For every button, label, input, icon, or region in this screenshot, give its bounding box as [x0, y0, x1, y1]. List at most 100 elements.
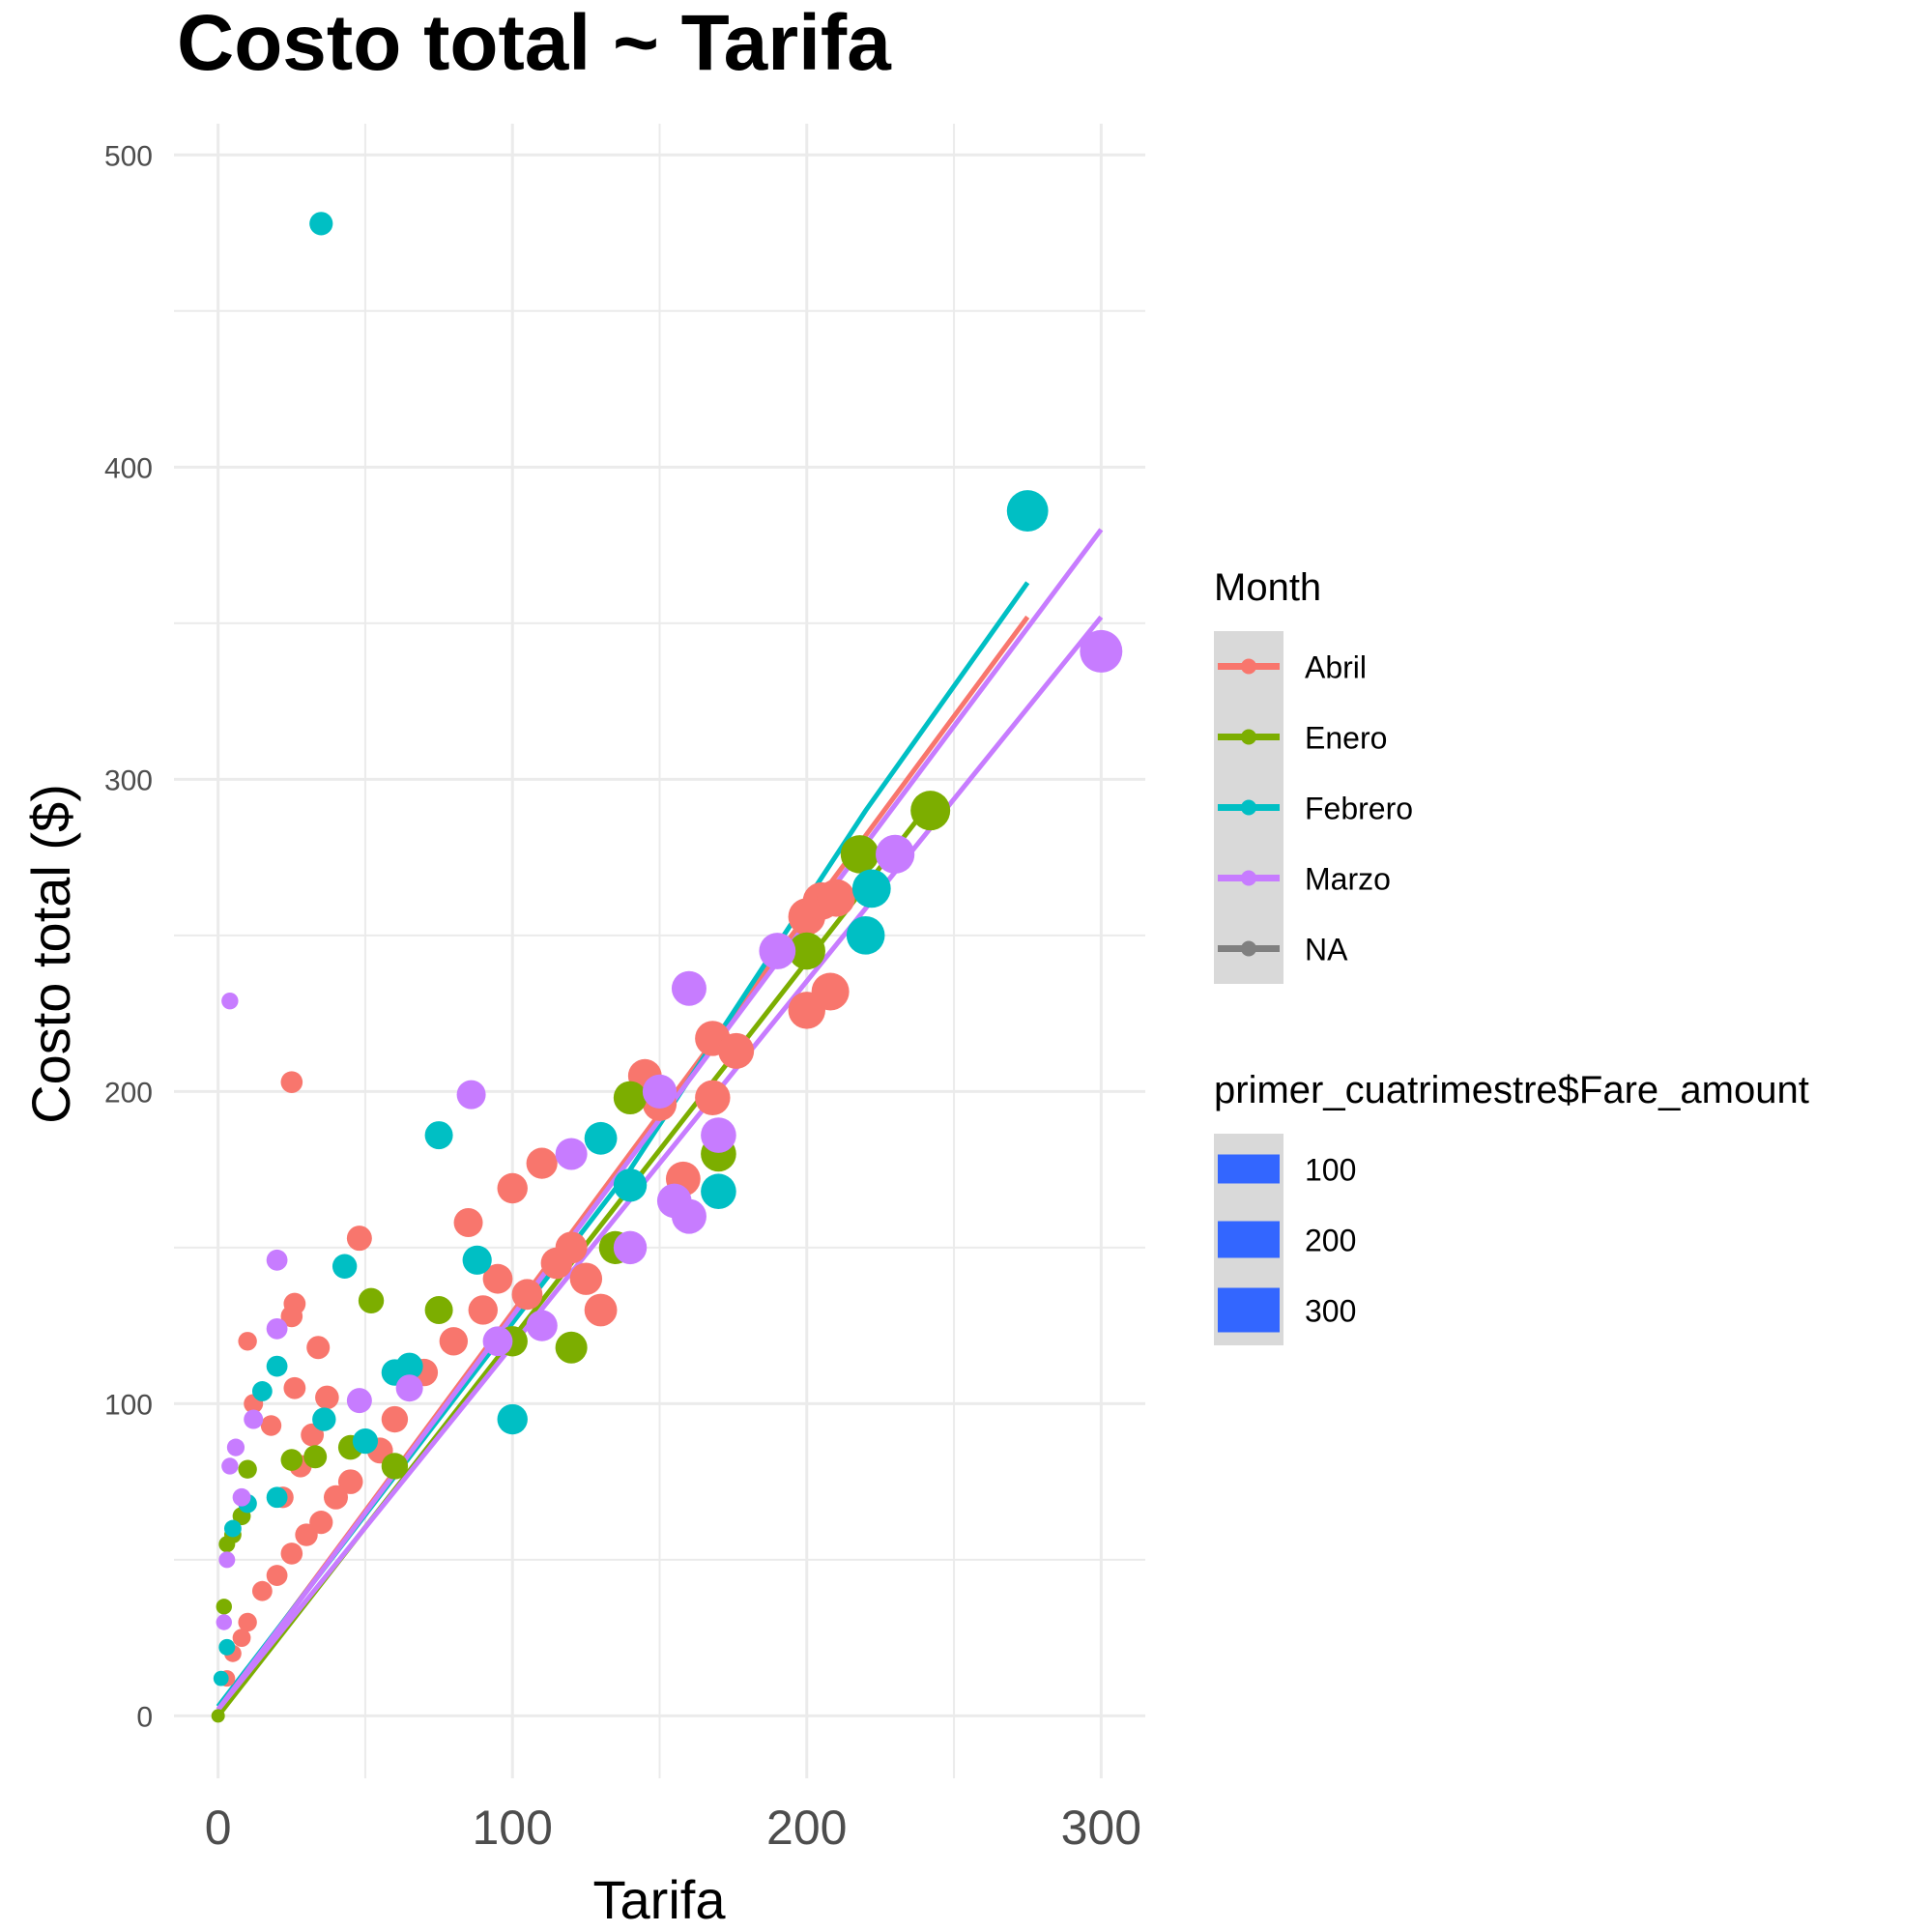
- point-enero: [216, 1599, 232, 1615]
- point-abril: [817, 879, 855, 917]
- point-enero: [303, 1445, 328, 1469]
- point-enero: [424, 1295, 453, 1324]
- point-marzo: [759, 933, 796, 969]
- point-marzo: [216, 1614, 232, 1630]
- point-marzo: [671, 970, 706, 1006]
- chart-title: Costo total ~ Tarifa: [177, 0, 892, 87]
- point-abril: [468, 1295, 498, 1325]
- legend-key-point-enero: [1241, 729, 1256, 745]
- point-abril: [337, 1469, 363, 1494]
- y-tick-label: 400: [104, 452, 153, 484]
- y-tick-label: 100: [104, 1389, 153, 1421]
- size-legend-label-100: 100: [1305, 1153, 1356, 1188]
- point-abril: [306, 1336, 331, 1360]
- point-enero: [788, 932, 825, 970]
- point-marzo: [555, 1138, 588, 1170]
- size-legend: primer_cuatrimestre$Fare_amount 100 200 30…: [1214, 1069, 1809, 1345]
- x-tick-label: 0: [205, 1801, 232, 1855]
- point-marzo: [395, 1374, 423, 1402]
- point-febrero: [352, 1428, 379, 1455]
- y-tick-label: 300: [104, 764, 153, 796]
- point-abril: [280, 1305, 303, 1328]
- point-febrero: [846, 916, 885, 955]
- point-marzo: [642, 1074, 678, 1109]
- point-abril: [584, 1293, 618, 1327]
- point-enero: [381, 1453, 409, 1480]
- point-febrero: [462, 1245, 492, 1275]
- legend-key-point-na: [1241, 940, 1256, 957]
- point-abril: [497, 1172, 528, 1204]
- point-abril: [283, 1376, 306, 1399]
- point-enero: [280, 1449, 303, 1471]
- point-febrero: [497, 1403, 528, 1435]
- point-marzo: [221, 1457, 239, 1475]
- point-marzo: [266, 1317, 288, 1340]
- point-abril: [453, 1208, 483, 1238]
- point-marzo: [526, 1310, 558, 1341]
- point-abril: [251, 1580, 273, 1601]
- point-abril: [540, 1247, 573, 1280]
- point-abril: [695, 1080, 731, 1116]
- point-abril: [238, 1332, 257, 1351]
- point-enero: [840, 835, 879, 874]
- point-febrero: [424, 1121, 453, 1150]
- point-abril: [280, 1071, 303, 1093]
- x-tick-label: 300: [1061, 1801, 1141, 1855]
- point-abril: [439, 1327, 469, 1356]
- point-enero: [238, 1459, 257, 1479]
- point-febrero: [224, 1519, 242, 1538]
- size-legend-title: primer_cuatrimestre$Fare_amount: [1214, 1069, 1809, 1111]
- point-febrero: [266, 1355, 288, 1377]
- point-abril: [811, 972, 850, 1011]
- point-abril: [295, 1523, 318, 1546]
- point-febrero: [1006, 490, 1049, 532]
- point-febrero: [266, 1486, 288, 1509]
- point-febrero: [332, 1254, 358, 1279]
- x-tick-label: 100: [473, 1801, 553, 1855]
- point-febrero: [213, 1670, 229, 1687]
- point-abril: [324, 1485, 348, 1510]
- legend-key-point-marzo: [1241, 870, 1256, 886]
- trend-line-marzo: [216, 615, 1104, 1712]
- data-points: [211, 212, 1123, 1723]
- point-enero: [211, 1709, 225, 1723]
- point-abril: [526, 1147, 558, 1179]
- trend-line-febrero: [216, 581, 1030, 1709]
- y-tick-label: 0: [136, 1701, 153, 1733]
- point-abril: [346, 1226, 372, 1252]
- point-enero: [218, 1536, 236, 1553]
- y-tick-label: 500: [104, 140, 153, 172]
- size-legend-key-200: [1218, 1221, 1280, 1258]
- point-marzo: [266, 1249, 288, 1271]
- point-abril: [381, 1405, 409, 1433]
- point-marzo: [671, 1198, 706, 1234]
- point-abril: [718, 1032, 755, 1069]
- point-marzo: [701, 1117, 736, 1153]
- legend-key-point-febrero: [1241, 799, 1256, 816]
- point-marzo: [1080, 629, 1123, 673]
- legend-label-enero: Enero: [1305, 721, 1387, 756]
- point-abril: [232, 1629, 251, 1648]
- point-enero: [910, 791, 951, 831]
- legend-label-na: NA: [1305, 933, 1348, 967]
- point-febrero: [701, 1173, 736, 1210]
- y-axis-ticks: 0 100 200 300 400 500: [104, 140, 153, 1733]
- point-marzo: [218, 1551, 236, 1569]
- point-marzo: [244, 1409, 264, 1429]
- point-marzo: [456, 1080, 486, 1110]
- x-tick-label: 200: [766, 1801, 847, 1855]
- point-febrero: [851, 869, 891, 908]
- point-febrero: [251, 1381, 273, 1401]
- point-abril: [280, 1543, 303, 1565]
- point-marzo: [232, 1487, 251, 1507]
- point-abril: [266, 1565, 288, 1586]
- point-abril: [482, 1263, 513, 1294]
- y-tick-label: 200: [104, 1077, 153, 1109]
- y-axis-title: Costo total ($): [20, 784, 81, 1124]
- point-febrero: [613, 1168, 648, 1202]
- legend-label-marzo: Marzo: [1305, 862, 1391, 897]
- month-legend: Month Abril Enero Febrero Marzo NA: [1214, 566, 1413, 984]
- point-marzo: [482, 1326, 513, 1357]
- point-enero: [613, 1081, 648, 1115]
- point-abril: [511, 1279, 543, 1311]
